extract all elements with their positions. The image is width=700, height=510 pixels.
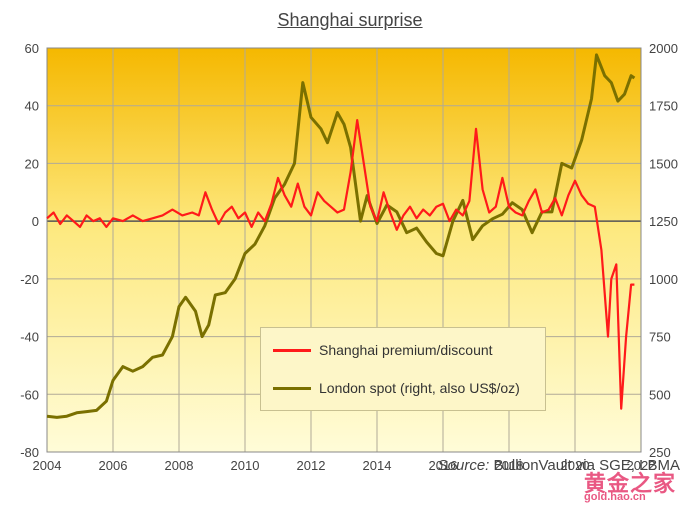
y-right-tick-label: 500 — [649, 387, 671, 402]
y-left-tick-label: 60 — [25, 41, 39, 56]
source-credit: Source: BullionVault via SGE, LBMA — [438, 457, 680, 474]
watermark-subtext: gold.hao.cn — [584, 491, 646, 503]
legend-swatch-london — [273, 386, 311, 390]
y-right-tick-label: 1750 — [649, 99, 678, 114]
x-tick-label: 2006 — [99, 458, 128, 473]
y-left-tick-label: -20 — [20, 272, 39, 287]
legend-label-london: London spot (right, also US$/oz) — [319, 380, 520, 396]
legend-item-london: London spot (right, also US$/oz) — [273, 380, 520, 396]
y-right-tick-label: 1500 — [649, 156, 678, 171]
legend: Shanghai premium/discount London spot (r… — [260, 327, 546, 411]
y-left-tick-label: -80 — [20, 445, 39, 460]
source-text: BullionVault via SGE, LBMA — [493, 457, 680, 474]
x-tick-label: 2012 — [297, 458, 326, 473]
chart-title: Shanghai surprise — [277, 10, 423, 30]
x-tick-label: 2008 — [165, 458, 194, 473]
legend-swatch-premium — [273, 348, 311, 352]
x-tick-label: 2022 — [627, 458, 656, 473]
y-right-tick-label: 1000 — [649, 272, 678, 287]
x-tick-label: 2010 — [231, 458, 260, 473]
legend-item-premium: Shanghai premium/discount — [273, 342, 493, 358]
y-left-tick-label: -40 — [20, 330, 39, 345]
legend-label-premium: Shanghai premium/discount — [319, 342, 493, 358]
y-right-tick-label: 750 — [649, 330, 671, 345]
x-tick-label: 2018 — [495, 458, 524, 473]
y-right-tick-label: 250 — [649, 445, 671, 460]
plot-border — [46, 47, 642, 453]
axes: 2004 2006 2008 2010 2012 2014 2016 2018 2020 2022… — [20, 41, 678, 473]
y-right-tick-label: 1250 — [649, 214, 678, 229]
x-tick-label: 2016 — [429, 458, 458, 473]
x-tick-label: 2004 — [33, 458, 62, 473]
source-label: Source: — [437, 457, 490, 474]
y-left-tick-label: -60 — [20, 387, 39, 402]
watermark-logo: 黄金之家 — [584, 471, 677, 496]
y-left-tick-label: 0 — [32, 214, 39, 229]
x-tick-label: 2014 — [363, 458, 392, 473]
series-line-shanghai-premium — [46, 119, 635, 410]
y-right-tick-label: 2000 — [649, 41, 678, 56]
y-left-tick-label: 20 — [25, 156, 39, 171]
y-left-tick-label: 40 — [25, 99, 39, 114]
series-layer — [46, 53, 636, 419]
series-line-london-spot — [46, 53, 636, 419]
x-tick-label: 2020 — [561, 458, 590, 473]
